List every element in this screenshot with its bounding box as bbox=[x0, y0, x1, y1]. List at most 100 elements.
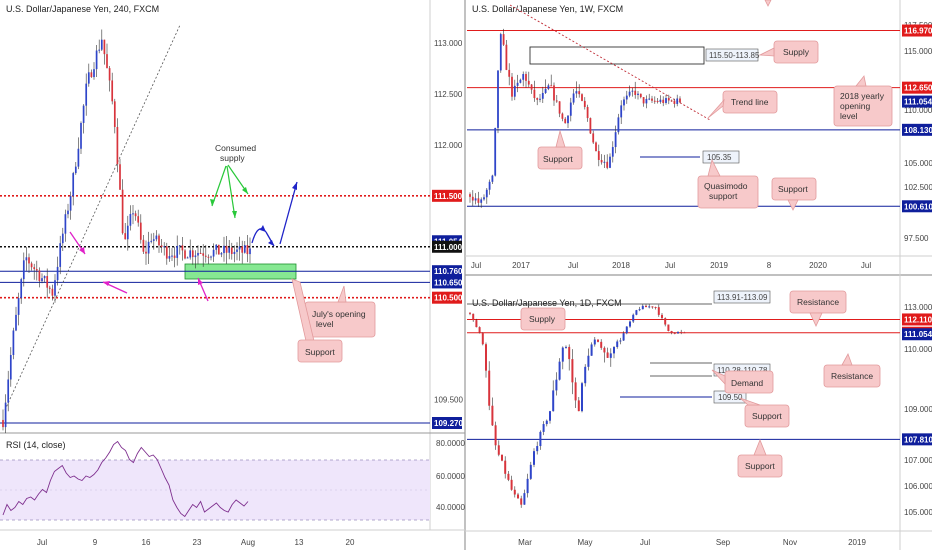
candle-body bbox=[165, 246, 168, 259]
candle-body bbox=[553, 85, 555, 101]
candle-body bbox=[581, 383, 583, 412]
candle-body bbox=[519, 79, 522, 83]
candle-body bbox=[189, 250, 192, 258]
h4-price-badge-label: 111.000 bbox=[434, 243, 463, 252]
weekly-candles bbox=[469, 28, 681, 208]
candle-body bbox=[155, 235, 158, 240]
candle-body bbox=[228, 247, 231, 253]
candle-body bbox=[635, 310, 638, 315]
candle-body bbox=[510, 479, 513, 490]
magenta-arrow-head bbox=[103, 281, 110, 286]
candle-body bbox=[475, 320, 478, 328]
candle-body bbox=[220, 253, 223, 255]
weekly-x-tick-label: Jul bbox=[861, 261, 871, 270]
daily-candles bbox=[469, 304, 686, 508]
blue-arrow-head bbox=[268, 240, 274, 246]
h4-x-axis: Jul 9 16 23 Aug 13 20 bbox=[37, 538, 355, 547]
weekly-x-tick-label: 2017 bbox=[512, 261, 530, 270]
candle-body bbox=[168, 256, 171, 259]
candle-body bbox=[617, 117, 620, 133]
candle-body bbox=[134, 213, 137, 217]
candle-body bbox=[590, 344, 593, 356]
candle-body bbox=[667, 98, 670, 101]
candle-body bbox=[547, 85, 550, 89]
callout-pointer bbox=[841, 353, 853, 366]
candle-body bbox=[173, 255, 176, 258]
callout-pointer bbox=[809, 312, 823, 327]
h4-price-badge bbox=[432, 240, 462, 253]
h4-chart: U.S. Dollar/Japanese Yen, 240, FXCM bbox=[0, 0, 465, 547]
candle-body bbox=[526, 478, 529, 494]
candle-body bbox=[569, 102, 572, 116]
h4-price-badges: 111.500111.054111.000110.760110.650110.5… bbox=[432, 189, 463, 429]
candle-body bbox=[160, 245, 163, 247]
candle-body bbox=[614, 132, 617, 148]
candle-body bbox=[233, 251, 236, 255]
daily-price-badge-label: 111.054 bbox=[904, 330, 932, 339]
candle-body bbox=[121, 189, 124, 234]
candle-body bbox=[137, 216, 140, 223]
candle-body bbox=[103, 39, 106, 55]
daily-y-tick-label: 113.000 bbox=[904, 303, 932, 312]
weekly-chart: U.S. Dollar/Japanese Yen, 1W, FXCM 115.5… bbox=[465, 0, 932, 275]
candle-body bbox=[223, 245, 225, 254]
weekly-y-tick-label: 115.000 bbox=[904, 47, 932, 56]
candle-body bbox=[575, 91, 578, 94]
daily-annotation-supply: Supply bbox=[529, 314, 556, 324]
candle-body bbox=[544, 88, 547, 93]
candle-body bbox=[536, 98, 539, 100]
callout-box bbox=[520, 307, 566, 331]
candle-body bbox=[69, 196, 72, 211]
h4-price-badge-label: 110.650 bbox=[434, 278, 463, 287]
candle-body bbox=[536, 446, 539, 452]
candle-body bbox=[665, 98, 667, 103]
candle-body bbox=[611, 147, 614, 157]
candle-body bbox=[651, 306, 654, 308]
h4-price-badge-label: 111.500 bbox=[434, 192, 463, 201]
h4-candles bbox=[2, 29, 251, 434]
weekly-top-pointer bbox=[764, 0, 772, 7]
candle-body bbox=[22, 260, 25, 280]
candle-body bbox=[469, 312, 471, 314]
weekly-price-badges: 116.970 112.650 111.054 108.130 100.610 bbox=[902, 24, 932, 213]
candle-body bbox=[527, 80, 530, 85]
candle-body bbox=[119, 164, 121, 190]
candle-body bbox=[38, 270, 41, 282]
h4-x-tick-label: 9 bbox=[93, 538, 98, 547]
callout-pointer bbox=[855, 75, 867, 87]
candle-body bbox=[87, 72, 90, 84]
candle-body bbox=[520, 498, 523, 505]
candle-body bbox=[511, 76, 513, 97]
h4-y-axis: 113.000 112.500 112.000 109.500 bbox=[434, 39, 463, 405]
candle-body bbox=[606, 161, 609, 168]
rsi-tick-label: 80.0000 bbox=[436, 439, 465, 448]
candle-body bbox=[533, 451, 535, 465]
candle-body bbox=[212, 249, 215, 257]
candle-body bbox=[541, 92, 544, 99]
candle-body bbox=[241, 246, 244, 253]
candle-body bbox=[572, 93, 575, 103]
h4-y-tick-label: 112.500 bbox=[434, 90, 463, 99]
daily-annotation-support: Support bbox=[752, 411, 782, 421]
candle-body bbox=[587, 355, 590, 367]
candle-body bbox=[517, 494, 519, 499]
candle-body bbox=[654, 307, 657, 309]
daily-y-tick-label: 107.000 bbox=[904, 456, 932, 465]
candle-body bbox=[210, 256, 212, 258]
candle-body bbox=[516, 82, 519, 86]
candle-body bbox=[578, 91, 581, 95]
candle-body bbox=[142, 239, 145, 252]
candle-body bbox=[619, 340, 622, 342]
candle-body bbox=[491, 405, 494, 426]
weekly-annotation-trend: Trend line bbox=[731, 97, 769, 107]
candle-body bbox=[651, 98, 653, 101]
weekly-price-badge bbox=[902, 24, 932, 37]
candle-body bbox=[683, 332, 686, 334]
candle-body bbox=[600, 159, 603, 163]
annotation-line: Quasimodo bbox=[704, 181, 748, 191]
candle-body bbox=[616, 341, 619, 347]
daily-callout-demand: Demand bbox=[711, 369, 774, 394]
candle-body bbox=[613, 346, 615, 354]
candle-body bbox=[673, 100, 676, 104]
weekly-annotation-support: Support bbox=[778, 184, 808, 194]
